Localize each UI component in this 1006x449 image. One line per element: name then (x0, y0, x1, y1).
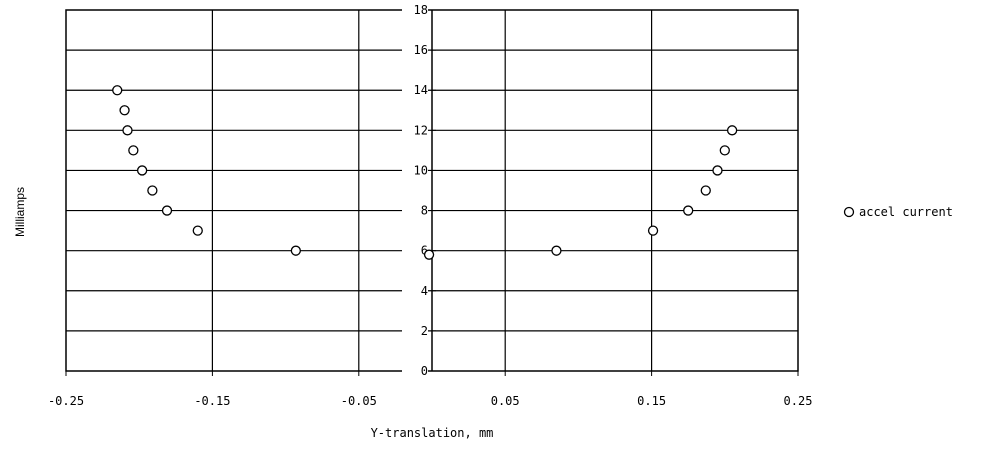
data-point-6 (161, 205, 173, 216)
data-point-3 (128, 145, 139, 156)
data-point-7 (192, 225, 203, 236)
data-point-15 (719, 145, 730, 156)
data-point-5 (147, 185, 158, 196)
y-tick-label-7: 14 (414, 83, 428, 97)
data-point-9 (423, 249, 435, 260)
legend: accel current (843, 205, 953, 219)
y-tick-label-3: 6 (421, 244, 428, 258)
data-point-16 (726, 125, 738, 136)
x-tick-label-4: 0.15 (637, 394, 666, 408)
y-tick-label-backdrop-8 (402, 44, 428, 57)
y-tick-label-1: 2 (421, 324, 428, 338)
y-tick-label-5: 10 (414, 163, 428, 177)
data-point-4 (136, 165, 148, 176)
y-tick-label-backdrop-1 (402, 324, 428, 337)
x-axis-ticks: -0.25 -0.15 -0.05 0.05 0.15 0.25 (48, 371, 813, 408)
legend-marker-accel-current (843, 206, 855, 218)
x-axis-title: Y-translation, mm (371, 426, 494, 440)
y-tick-label-backdrop-9 (402, 4, 428, 16)
data-points (112, 85, 738, 260)
x-tick-label-1: -0.15 (194, 394, 230, 408)
y-tick-label-backdrop-4 (402, 204, 428, 217)
y-tick-label-8: 16 (414, 43, 428, 57)
x-tick-label-3: 0.05 (491, 394, 520, 408)
data-point-13 (700, 185, 711, 196)
y-tick-label-backdrop-5 (402, 164, 428, 177)
y-tick-label-backdrop-7 (402, 84, 428, 97)
y-axis-title: Milliamps (13, 187, 27, 237)
y-tick-label-9: 18 (414, 3, 428, 17)
y-tick-label-6: 12 (414, 123, 428, 137)
data-point-14 (712, 165, 723, 176)
data-point-12 (683, 205, 694, 216)
y-tick-label-backdrop-2 (402, 284, 428, 297)
y-tick-label-0: 0 (421, 364, 428, 378)
data-point-8 (290, 245, 301, 256)
x-tick-label-0: -0.25 (48, 394, 84, 408)
data-point-0 (112, 85, 123, 96)
y-tick-label-4: 8 (421, 204, 428, 218)
data-point-10 (551, 245, 562, 256)
y-tick-label-backdrop-0 (402, 365, 428, 377)
y-axis-ticks: 0 2 4 6 8 10 12 14 16 18 (402, 3, 436, 378)
x-tick-label-5: 0.25 (784, 394, 813, 408)
x-tick-label-2: -0.05 (341, 394, 377, 408)
y-tick-label-backdrop-3 (402, 244, 428, 257)
y-tick-label-backdrop-6 (402, 124, 428, 137)
y-tick-label-2: 4 (421, 284, 428, 298)
legend-label-accel-current: accel current (859, 205, 953, 219)
data-point-2 (122, 125, 133, 136)
data-point-11 (647, 225, 659, 236)
data-point-1 (119, 105, 130, 116)
